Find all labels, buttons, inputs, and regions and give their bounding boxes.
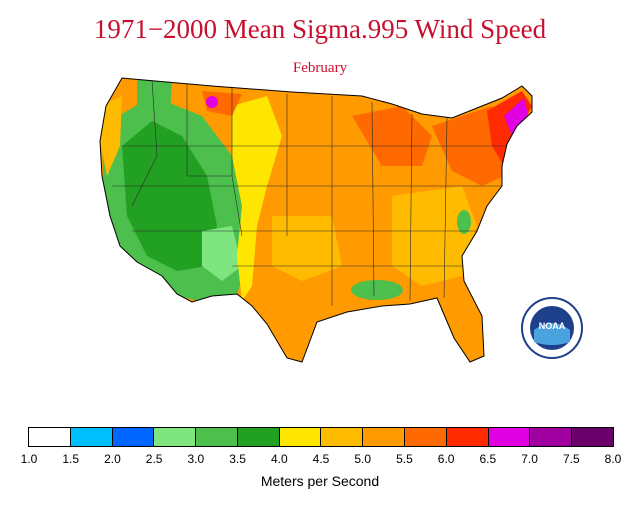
legend-tick-label: 3.5 xyxy=(229,452,246,466)
us-wind-speed-map xyxy=(92,66,562,391)
legend-units: Meters per Second xyxy=(260,473,380,489)
legend-tick-label: 3.0 xyxy=(187,452,205,466)
legend-tick-label: 1.0 xyxy=(20,452,38,466)
legend-swatch xyxy=(320,428,363,446)
florida-zone xyxy=(452,306,484,362)
legend-tick-label: 7.0 xyxy=(521,452,538,466)
color-legend xyxy=(28,427,614,447)
new-england-peak xyxy=(504,98,528,136)
logo-text: NOAA xyxy=(539,321,566,331)
wind-speed-field xyxy=(100,78,532,362)
legend-swatch xyxy=(529,428,572,446)
mississippi-low-zone xyxy=(351,280,403,300)
legend-tick-label: 6.5 xyxy=(479,452,497,466)
legend-tick-label: 5.0 xyxy=(354,452,372,466)
montana-peak xyxy=(206,96,218,108)
legend-tick-label: 8.0 xyxy=(604,452,622,466)
legend-tick-label: 2.5 xyxy=(145,452,163,466)
legend-swatch xyxy=(69,428,112,446)
legend-tick-label: 4.0 xyxy=(270,452,288,466)
legend-swatch xyxy=(404,428,446,446)
noaa-logo-icon: NOAA xyxy=(520,296,584,365)
legend-swatch xyxy=(111,428,154,446)
southeast-zone xyxy=(392,186,477,286)
front-range-zone-4-4.5 xyxy=(232,96,282,301)
legend-swatch xyxy=(487,428,530,446)
legend-tick-label: 5.5 xyxy=(396,452,413,466)
legend-swatch xyxy=(29,428,70,446)
legend-swatch xyxy=(236,428,279,446)
legend-swatch xyxy=(571,428,613,446)
legend-tick-label: 2.0 xyxy=(104,452,121,466)
appalachian-low-zone xyxy=(457,210,471,234)
legend-tick-label: 4.5 xyxy=(312,452,330,466)
map-title: 1971−2000 Mean Sigma.995 Wind Speed xyxy=(93,14,547,44)
pacific-coast-zone xyxy=(100,96,122,176)
legend-swatch xyxy=(278,428,321,446)
legend-swatch xyxy=(195,428,237,446)
legend-swatch xyxy=(445,428,488,446)
legend-tick-label: 6.0 xyxy=(437,452,455,466)
west-zone-3.5-4 xyxy=(122,121,217,271)
map-subtitle: February xyxy=(292,60,348,76)
legend-swatch xyxy=(153,428,196,446)
southwest-zone-2.5-3 xyxy=(202,226,242,281)
state-borders xyxy=(112,79,512,306)
northwest-zone xyxy=(137,78,172,121)
southern-plains-zone xyxy=(272,216,342,281)
legend-swatch xyxy=(362,428,405,446)
legend-tick-label: 1.5 xyxy=(62,452,80,466)
legend-tick-label: 7.5 xyxy=(562,452,580,466)
us-outline xyxy=(99,77,533,363)
